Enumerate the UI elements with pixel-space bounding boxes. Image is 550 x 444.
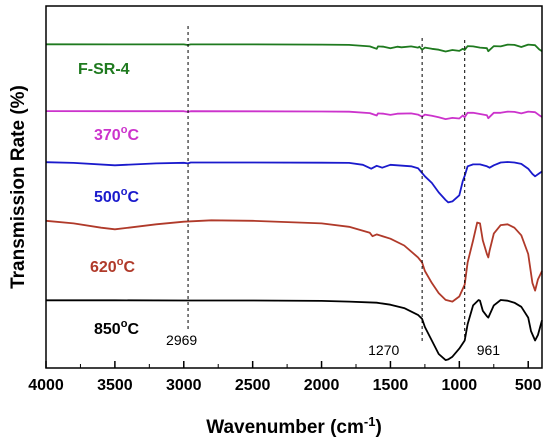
series-label-text-3: 500 [94, 189, 121, 206]
x-axis-ticks: 4000 3500 3000 2500 2000 1500 1000 500 [28, 361, 542, 394]
series-label-sup-4: o [117, 256, 124, 268]
x-tick-label-2000: 2000 [304, 377, 340, 394]
series-label-sup-5: o [121, 318, 128, 330]
x-tick-label-500: 500 [515, 377, 542, 394]
series-line-3 [45, 161, 543, 204]
series-line-1 [45, 43, 543, 53]
x-tick-label-1500: 1500 [373, 377, 409, 394]
series-label-end-4: C [123, 259, 135, 276]
series-line-4 [45, 219, 543, 303]
reference-label-961: 961 [477, 342, 501, 358]
x-tick-label-3500: 3500 [97, 377, 133, 394]
series-line-5 [46, 299, 543, 362]
x-tick-label-3000: 3000 [166, 377, 202, 394]
x-axis-title: Wavenumber (cm-1) [206, 414, 382, 438]
series-label-text-2: 370 [94, 127, 121, 144]
plot-frame [45, 5, 543, 369]
series-label-text-1: F-SR-4 [78, 61, 130, 78]
x-tick-label-4000: 4000 [28, 377, 64, 394]
x-axis-title-end: ) [375, 417, 381, 438]
series-label-2: 370oC [94, 124, 139, 144]
series-curves [45, 43, 543, 362]
series-label-sup-2: o [121, 124, 128, 136]
reference-label-2969: 2969 [166, 332, 197, 348]
reference-label-1270: 1270 [368, 342, 399, 358]
y-axis-title: Transmission Rate (%) [8, 85, 29, 289]
x-axis-title-sup: -1 [364, 414, 376, 429]
series-label-end-2: C [127, 127, 139, 144]
x-axis-title-main: Wavenumber (cm [206, 417, 364, 438]
reference-lines: 2969 1270 961 [166, 26, 500, 358]
series-line-2 [45, 110, 543, 120]
x-tick-label-1000: 1000 [442, 377, 478, 394]
series-label-5: 850oC [94, 318, 139, 338]
series-label-3: 500oC [94, 186, 139, 206]
series-label-end-5: C [127, 321, 139, 338]
series-label-4: 620oC [90, 256, 135, 276]
series-label-end-3: C [127, 189, 139, 206]
series-label-1: F-SR-4 [78, 61, 130, 78]
x-tick-label-2500: 2500 [235, 377, 271, 394]
series-label-text-5: 850 [94, 321, 121, 338]
series-label-text-4: 620 [90, 259, 117, 276]
series-label-sup-3: o [121, 186, 128, 198]
